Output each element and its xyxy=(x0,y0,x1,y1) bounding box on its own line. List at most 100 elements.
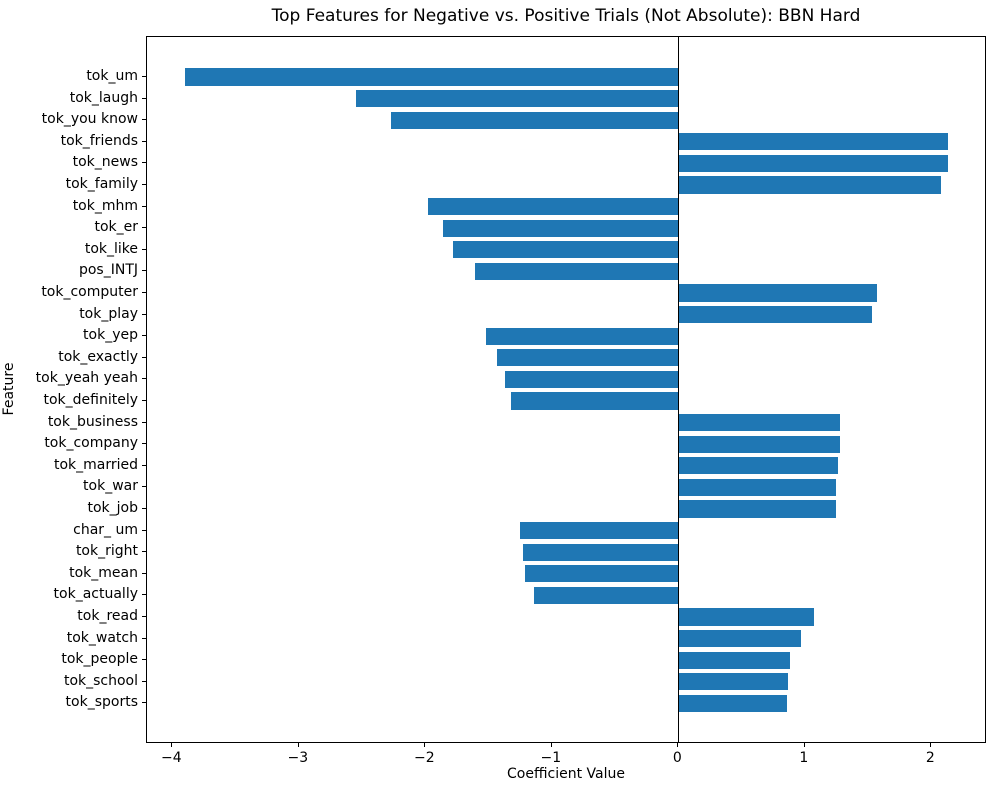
bar xyxy=(391,111,679,129)
y-tick-label: tok_business xyxy=(47,413,138,430)
y-tick-mark xyxy=(142,119,146,121)
bar xyxy=(678,608,814,626)
y-tick-mark xyxy=(142,335,146,337)
y-tick-label: tok_married xyxy=(53,456,138,473)
y-tick-label: tok_actually xyxy=(53,586,138,603)
x-tick-mark xyxy=(550,743,552,747)
bar xyxy=(534,586,679,605)
y-tick-label: tok_yep xyxy=(83,327,138,344)
y-tick-mark xyxy=(142,292,146,293)
bar xyxy=(486,327,679,345)
x-tick-mark xyxy=(677,743,679,747)
x-tick-mark xyxy=(297,743,299,747)
bar xyxy=(678,673,789,691)
bar xyxy=(497,349,679,367)
y-tick-label: tok_read xyxy=(77,608,138,624)
y-tick-mark xyxy=(142,508,146,509)
bar xyxy=(522,543,679,561)
y-tick-label: tok_um xyxy=(86,68,138,84)
bar xyxy=(355,89,679,108)
y-tick-label: tok_company xyxy=(44,435,138,452)
bar xyxy=(678,413,841,432)
y-tick-mark xyxy=(142,702,146,704)
bar xyxy=(505,370,679,389)
y-tick-mark xyxy=(142,184,146,185)
y-tick-label: tok_sports xyxy=(65,694,138,711)
y-tick-mark xyxy=(142,464,146,466)
bar xyxy=(678,500,837,518)
y-tick-mark xyxy=(142,443,146,445)
bar xyxy=(678,176,942,194)
bar xyxy=(427,197,679,216)
y-tick-label: tok_laugh xyxy=(69,89,138,106)
bar xyxy=(474,262,679,281)
x-tick-mark xyxy=(171,743,173,747)
y-tick-mark xyxy=(142,529,146,531)
x-tick-label: −2 xyxy=(413,750,435,766)
bar xyxy=(525,565,679,583)
y-tick-label: tok_definitely xyxy=(43,392,138,408)
bar xyxy=(678,284,877,302)
y-tick-label: tok_er xyxy=(94,219,138,236)
y-tick-label: pos_INTJ xyxy=(78,262,138,279)
bar xyxy=(520,521,679,540)
y-tick-label: tok_mhm xyxy=(72,197,138,214)
y-tick-label: tok_yeah yeah xyxy=(35,370,138,387)
x-tick-mark xyxy=(930,743,932,747)
y-tick-mark xyxy=(142,97,146,99)
y-tick-label: tok_watch xyxy=(66,629,138,646)
y-tick-mark xyxy=(142,76,146,77)
chart-title: Top Features for Negative vs. Positive T… xyxy=(271,6,861,26)
y-tick-label: tok_right xyxy=(75,543,138,560)
y-tick-label: tok_play xyxy=(79,305,138,322)
bar xyxy=(678,629,802,648)
y-tick-mark xyxy=(142,378,146,380)
plot-area xyxy=(146,36,986,743)
bar xyxy=(678,694,788,713)
bar xyxy=(511,392,679,410)
y-tick-mark xyxy=(142,313,146,315)
y-tick-mark xyxy=(142,248,146,250)
y-tick-label: char_ um xyxy=(73,521,138,538)
x-axis-label: Coefficient Value xyxy=(507,766,625,782)
bar xyxy=(678,457,838,475)
bar xyxy=(678,305,872,324)
bar xyxy=(678,133,948,151)
y-tick-label: tok_school xyxy=(63,672,138,689)
y-tick-label: tok_job xyxy=(87,500,138,516)
y-tick-mark xyxy=(142,270,146,272)
bar xyxy=(184,68,679,86)
y-tick-mark xyxy=(142,227,146,229)
bar xyxy=(678,435,841,453)
y-tick-mark xyxy=(142,659,146,661)
bar xyxy=(443,219,679,237)
bar xyxy=(453,241,679,259)
y-tick-mark xyxy=(142,680,146,682)
y-tick-mark xyxy=(142,356,146,358)
y-tick-mark xyxy=(142,594,146,596)
bar xyxy=(678,154,948,173)
x-tick-label: 1 xyxy=(799,750,809,766)
y-tick-label: tok_like xyxy=(84,240,138,257)
y-tick-mark xyxy=(142,162,146,164)
y-tick-label: tok_computer xyxy=(41,284,138,300)
x-tick-mark xyxy=(424,743,426,747)
y-tick-label: tok_family xyxy=(65,176,138,192)
y-tick-mark xyxy=(142,140,146,142)
y-tick-mark xyxy=(142,572,146,574)
x-tick-label: −1 xyxy=(540,750,562,766)
y-tick-label: tok_war xyxy=(83,478,138,495)
zero-line xyxy=(677,37,679,742)
x-tick-label: −3 xyxy=(287,750,309,766)
y-tick-mark xyxy=(142,486,146,488)
y-tick-mark xyxy=(142,205,146,207)
y-tick-mark xyxy=(142,400,146,401)
x-tick-label: 0 xyxy=(672,750,682,766)
x-tick-mark xyxy=(803,743,805,747)
y-tick-label: tok_friends xyxy=(60,132,138,149)
y-tick-mark xyxy=(142,421,146,423)
x-tick-label: −4 xyxy=(160,750,182,766)
y-tick-mark xyxy=(142,637,146,639)
bar xyxy=(678,651,790,669)
